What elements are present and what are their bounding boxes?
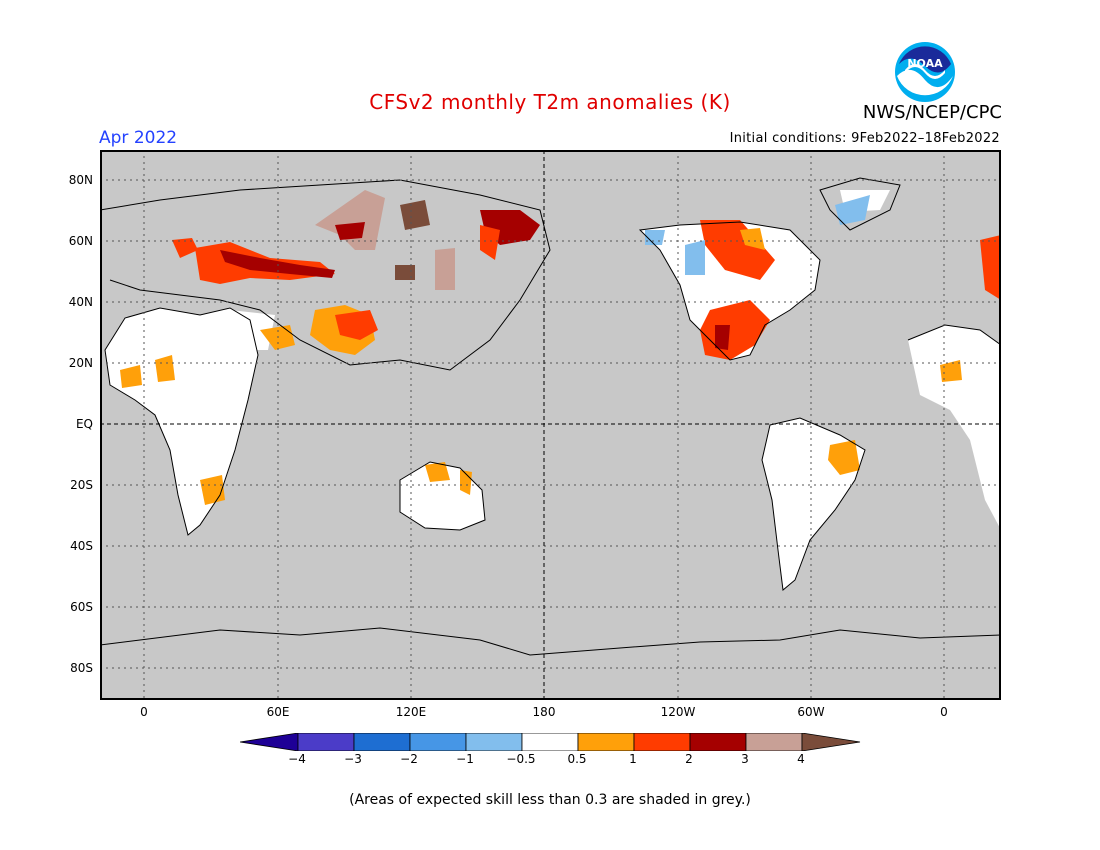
africa-land-repeat — [908, 325, 1001, 530]
lat-label: 20N — [68, 356, 93, 370]
colorbar-label: −4 — [288, 752, 306, 766]
lon-label: 60E — [266, 705, 290, 719]
lon-label: 180 — [532, 705, 556, 719]
lat-label: EQ — [75, 417, 93, 431]
lon-label: 60W — [797, 705, 825, 719]
lat-label: 80N — [68, 173, 93, 187]
colorbar-cell — [521, 733, 579, 751]
anomaly-map — [100, 150, 1001, 700]
lat-label: 20S — [70, 478, 93, 492]
colorbar-label: −1 — [456, 752, 474, 766]
colorbar — [240, 733, 861, 751]
colorbar-cell — [465, 733, 523, 751]
colorbar-label: −2 — [400, 752, 418, 766]
colorbar-cell — [577, 733, 635, 751]
colorbar-cell — [353, 733, 411, 751]
lat-label: 60S — [70, 600, 93, 614]
colorbar-label: 1 — [629, 752, 637, 766]
colorbar-label: 0.5 — [567, 752, 587, 766]
footnote: (Areas of expected skill less than 0.3 a… — [349, 792, 751, 808]
equator-dateline — [100, 150, 1001, 700]
colorbar-cell — [801, 733, 861, 751]
skill-mask-background — [100, 150, 1001, 700]
colorbar-cell — [297, 733, 355, 751]
forecast-period: Apr 2022 — [99, 128, 178, 148]
graticule — [100, 150, 1001, 700]
colorbar-label: 4 — [797, 752, 805, 766]
lon-label: 0 — [140, 705, 148, 719]
lat-label: 80S — [70, 661, 93, 675]
coastlines — [100, 177, 1001, 656]
lat-label: 40N — [68, 295, 93, 309]
lat-label: 40S — [70, 539, 93, 553]
lon-label: 0 — [940, 705, 948, 719]
colorbar-label: 2 — [685, 752, 693, 766]
noaa-logo: NOAA — [893, 40, 957, 104]
colorbar-label: 3 — [741, 752, 749, 766]
agency-label: NWS/NCEP/CPC — [862, 102, 1002, 123]
colorbar-cell — [633, 733, 691, 751]
lon-label: 120W — [660, 705, 696, 719]
anomaly-patches — [120, 190, 1001, 505]
initial-conditions: Initial conditions: 9Feb2022–18Feb2022 — [729, 131, 1000, 146]
map-title: CFSv2 monthly T2m anomalies (K) — [369, 90, 731, 114]
colorbar-cell — [409, 733, 467, 751]
colorbar-cell — [689, 733, 747, 751]
colorbar-label: −0.5 — [506, 752, 536, 766]
lon-label: 120E — [395, 705, 427, 719]
map-frame — [100, 150, 1001, 700]
svg-text:NOAA: NOAA — [907, 57, 943, 70]
lat-label: 60N — [68, 234, 93, 248]
colorbar-cell — [240, 733, 299, 751]
colorbar-cell — [745, 733, 803, 751]
colorbar-label: −3 — [344, 752, 362, 766]
